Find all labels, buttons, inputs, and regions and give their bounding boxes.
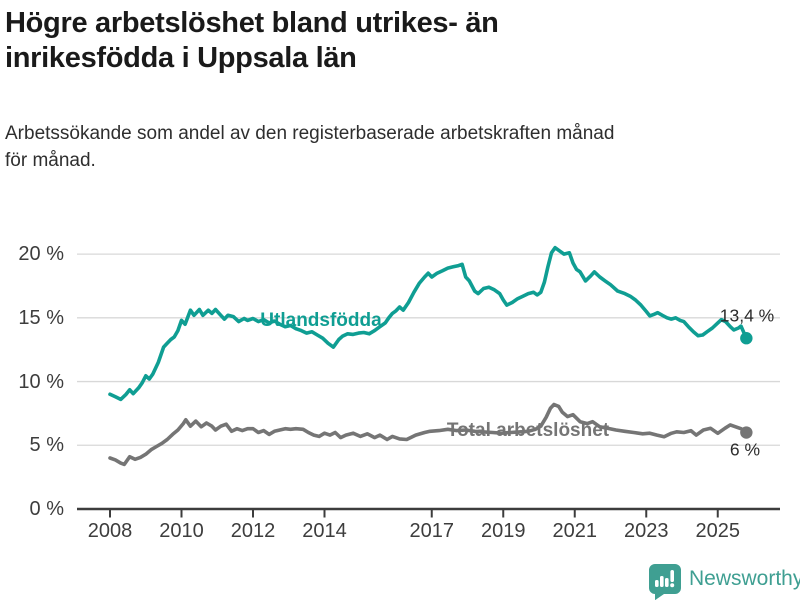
- series-line-utlandsfodda: [108, 245, 749, 402]
- x-tick-label: 2021: [552, 520, 598, 542]
- page-title: Högre arbetslöshet bland utrikes- än inr…: [5, 7, 499, 74]
- newsworthy-brand: Newsworthy: [648, 563, 800, 600]
- end-dot-total: [740, 426, 753, 439]
- end-dot-utlandsfodda: [740, 332, 753, 345]
- y-tick-label: 10 %: [18, 370, 64, 393]
- y-tick-label: 15 %: [18, 306, 64, 329]
- x-tick-label: 2010: [159, 520, 204, 542]
- y-tick-label: 5 %: [29, 434, 64, 457]
- end-value-label-utlandsfodda: 13,4 %: [719, 305, 775, 326]
- x-tick-label: 2012: [230, 520, 276, 542]
- end-value-label-total: 6 %: [729, 439, 761, 460]
- y-tick-label: 0 %: [29, 498, 64, 520]
- chart-subtitle: Arbetssökande som andel av den registerb…: [5, 123, 615, 171]
- series-label-total-arbetsloshet: Total arbetslöshet: [446, 420, 610, 441]
- bar-chart-speech-bubble-icon: [649, 564, 681, 600]
- x-tick-label: 2008: [87, 520, 133, 542]
- x-tick-label: 2025: [695, 520, 741, 542]
- series-line-total: [108, 402, 749, 467]
- x-tick-label: 2023: [624, 520, 669, 542]
- series-label-utlandsfodda: Utlandsfödda: [260, 310, 382, 331]
- x-tick-label: 2017: [409, 520, 455, 542]
- y-tick-label: 20 %: [18, 243, 64, 266]
- brand-wordmark: Newsworthy: [689, 567, 800, 590]
- x-tick-label: 2014: [302, 520, 347, 542]
- x-tick-label: 2019: [481, 520, 526, 542]
